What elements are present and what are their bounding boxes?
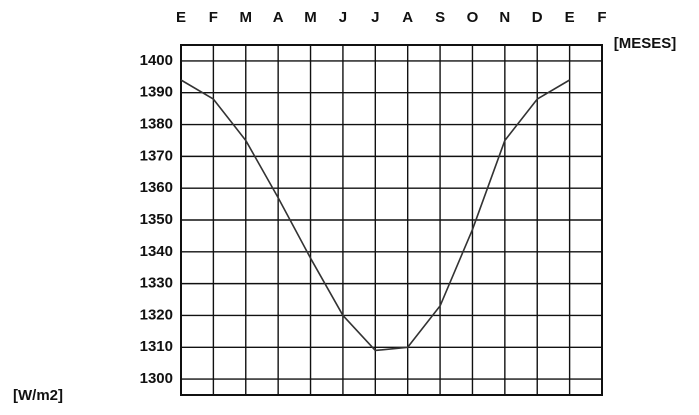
y-tick-label: 1370 — [140, 147, 173, 164]
data-line — [180, 79, 571, 352]
y-tick-label: 1350 — [140, 211, 173, 228]
x-tick-label: F — [597, 9, 606, 26]
x-tick-label: S — [435, 9, 445, 26]
x-tick-label: A — [273, 9, 284, 26]
y-tick-label: 1340 — [140, 243, 173, 260]
y-tick-label: 1320 — [140, 306, 173, 323]
x-tick-label: E — [176, 9, 186, 26]
y-tick-label: 1300 — [140, 370, 173, 387]
y-tick-label: 1390 — [140, 84, 173, 101]
x-tick-label: A — [402, 9, 413, 26]
y-tick-label: 1360 — [140, 179, 173, 196]
x-tick-label: N — [499, 9, 510, 26]
x-tick-label: O — [467, 9, 479, 26]
x-tick-label: F — [209, 9, 218, 26]
x-tick-label: M — [304, 9, 317, 26]
x-axis-label: [MESES] — [614, 35, 677, 52]
x-tick-label: E — [565, 9, 575, 26]
x-tick-label: D — [532, 9, 543, 26]
y-axis-label: [W/m2] — [13, 387, 63, 404]
x-tick-label: M — [240, 9, 253, 26]
x-tick-label: J — [371, 9, 379, 26]
x-tick-label: J — [339, 9, 347, 26]
y-tick-label: 1330 — [140, 275, 173, 292]
y-tick-label: 1400 — [140, 52, 173, 69]
y-tick-label: 1310 — [140, 338, 173, 355]
y-tick-label: 1380 — [140, 116, 173, 133]
